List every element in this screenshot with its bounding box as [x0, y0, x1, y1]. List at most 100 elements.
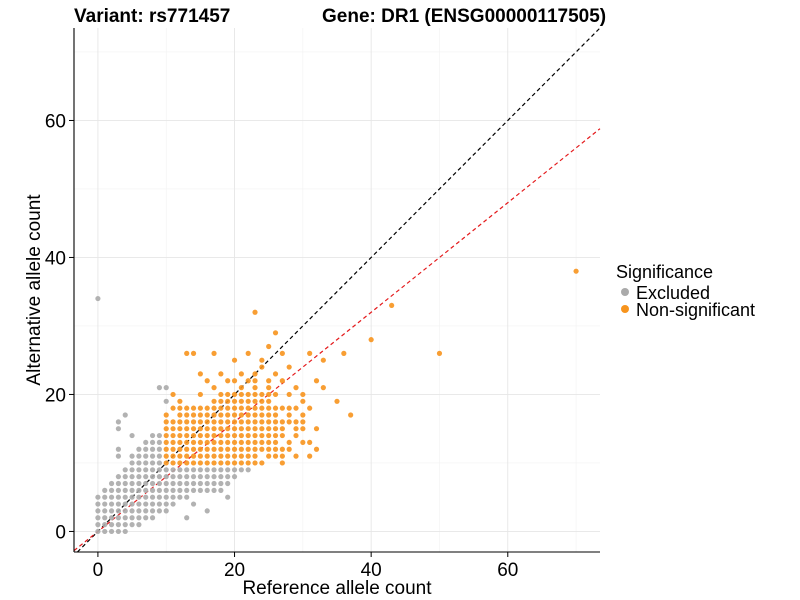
- point-non-significant: [238, 460, 244, 466]
- point-non-significant: [218, 405, 224, 411]
- point-non-significant: [211, 412, 217, 418]
- point-non-significant: [272, 405, 279, 411]
- point-excluded: [231, 467, 238, 473]
- point-non-significant: [286, 419, 292, 425]
- point-non-significant: [184, 439, 190, 446]
- point-excluded: [122, 467, 128, 473]
- point-excluded: [184, 467, 190, 473]
- point-non-significant: [266, 426, 272, 432]
- point-non-significant: [225, 419, 231, 425]
- point-non-significant: [211, 439, 217, 446]
- point-non-significant: [177, 439, 183, 446]
- point-excluded: [102, 508, 108, 514]
- point-excluded: [197, 487, 203, 493]
- point-excluded: [149, 487, 156, 493]
- x-axis-title: Reference allele count: [242, 578, 432, 599]
- point-non-significant: [259, 405, 265, 411]
- point-excluded: [156, 385, 162, 391]
- point-non-significant: [313, 426, 320, 432]
- point-excluded: [218, 487, 224, 493]
- point-non-significant: [225, 391, 231, 398]
- y-axis-title: Alternative allele count: [24, 194, 45, 386]
- point-non-significant: [245, 350, 251, 356]
- point-non-significant: [225, 460, 231, 466]
- point-excluded: [156, 467, 162, 473]
- point-non-significant: [266, 446, 272, 452]
- point-excluded: [156, 460, 162, 466]
- point-excluded: [136, 474, 142, 480]
- point-non-significant: [177, 432, 183, 439]
- point-excluded: [129, 487, 135, 493]
- point-non-significant: [225, 446, 231, 452]
- point-non-significant: [197, 412, 203, 418]
- point-non-significant: [272, 371, 279, 377]
- point-excluded: [129, 480, 135, 487]
- point-non-significant: [211, 426, 217, 432]
- point-non-significant: [218, 426, 224, 432]
- point-non-significant: [286, 364, 292, 370]
- point-non-significant: [184, 412, 190, 418]
- point-excluded: [129, 467, 135, 473]
- point-excluded: [129, 460, 135, 466]
- point-excluded: [177, 467, 183, 473]
- point-excluded: [143, 515, 149, 521]
- point-excluded: [115, 474, 122, 480]
- point-excluded: [122, 508, 128, 514]
- point-non-significant: [225, 378, 231, 384]
- point-excluded: [102, 528, 108, 535]
- point-non-significant: [184, 405, 190, 411]
- point-non-significant: [163, 446, 169, 452]
- y-tick-label: 0: [55, 522, 66, 543]
- point-excluded: [143, 501, 149, 507]
- legend-title: Significance: [616, 262, 713, 282]
- point-non-significant: [218, 460, 224, 466]
- legend-swatch-excluded: [621, 288, 629, 296]
- point-excluded: [177, 474, 183, 480]
- point-non-significant: [190, 412, 197, 418]
- point-excluded: [115, 480, 122, 487]
- point-non-significant: [231, 398, 238, 404]
- point-non-significant: [252, 398, 258, 404]
- point-excluded: [163, 501, 169, 507]
- point-excluded: [225, 494, 231, 500]
- point-non-significant: [307, 439, 313, 446]
- point-excluded: [143, 508, 149, 514]
- reference-lines: [73, 27, 601, 553]
- legend-label-excluded: Excluded: [636, 283, 710, 303]
- point-excluded: [143, 487, 149, 493]
- point-excluded: [95, 515, 101, 521]
- point-non-significant: [218, 419, 224, 425]
- point-excluded: [95, 501, 101, 507]
- point-non-significant: [293, 419, 299, 425]
- point-excluded: [149, 515, 156, 521]
- point-excluded: [177, 494, 183, 500]
- y-tick-label: 60: [45, 111, 66, 132]
- point-non-significant: [252, 385, 258, 391]
- point-excluded: [184, 494, 190, 500]
- point-non-significant: [231, 412, 238, 418]
- point-excluded: [129, 494, 135, 500]
- point-excluded: [170, 480, 176, 487]
- point-non-significant: [190, 426, 197, 432]
- point-excluded: [122, 480, 128, 487]
- point-excluded: [204, 487, 210, 493]
- point-non-significant: [245, 391, 251, 398]
- point-non-significant: [307, 453, 313, 459]
- point-non-significant: [197, 419, 203, 425]
- point-excluded: [170, 501, 176, 507]
- point-excluded: [149, 501, 156, 507]
- point-non-significant: [252, 371, 258, 377]
- point-non-significant: [279, 460, 285, 466]
- point-excluded: [143, 439, 149, 446]
- point-non-significant: [348, 412, 354, 418]
- point-non-significant: [252, 391, 258, 398]
- point-excluded: [163, 494, 169, 500]
- point-non-significant: [211, 398, 217, 404]
- point-non-significant: [218, 412, 224, 418]
- point-non-significant: [204, 446, 210, 452]
- point-non-significant: [300, 391, 306, 398]
- x-tick-label: 0: [93, 560, 104, 581]
- point-non-significant: [252, 460, 258, 466]
- point-excluded: [218, 480, 224, 487]
